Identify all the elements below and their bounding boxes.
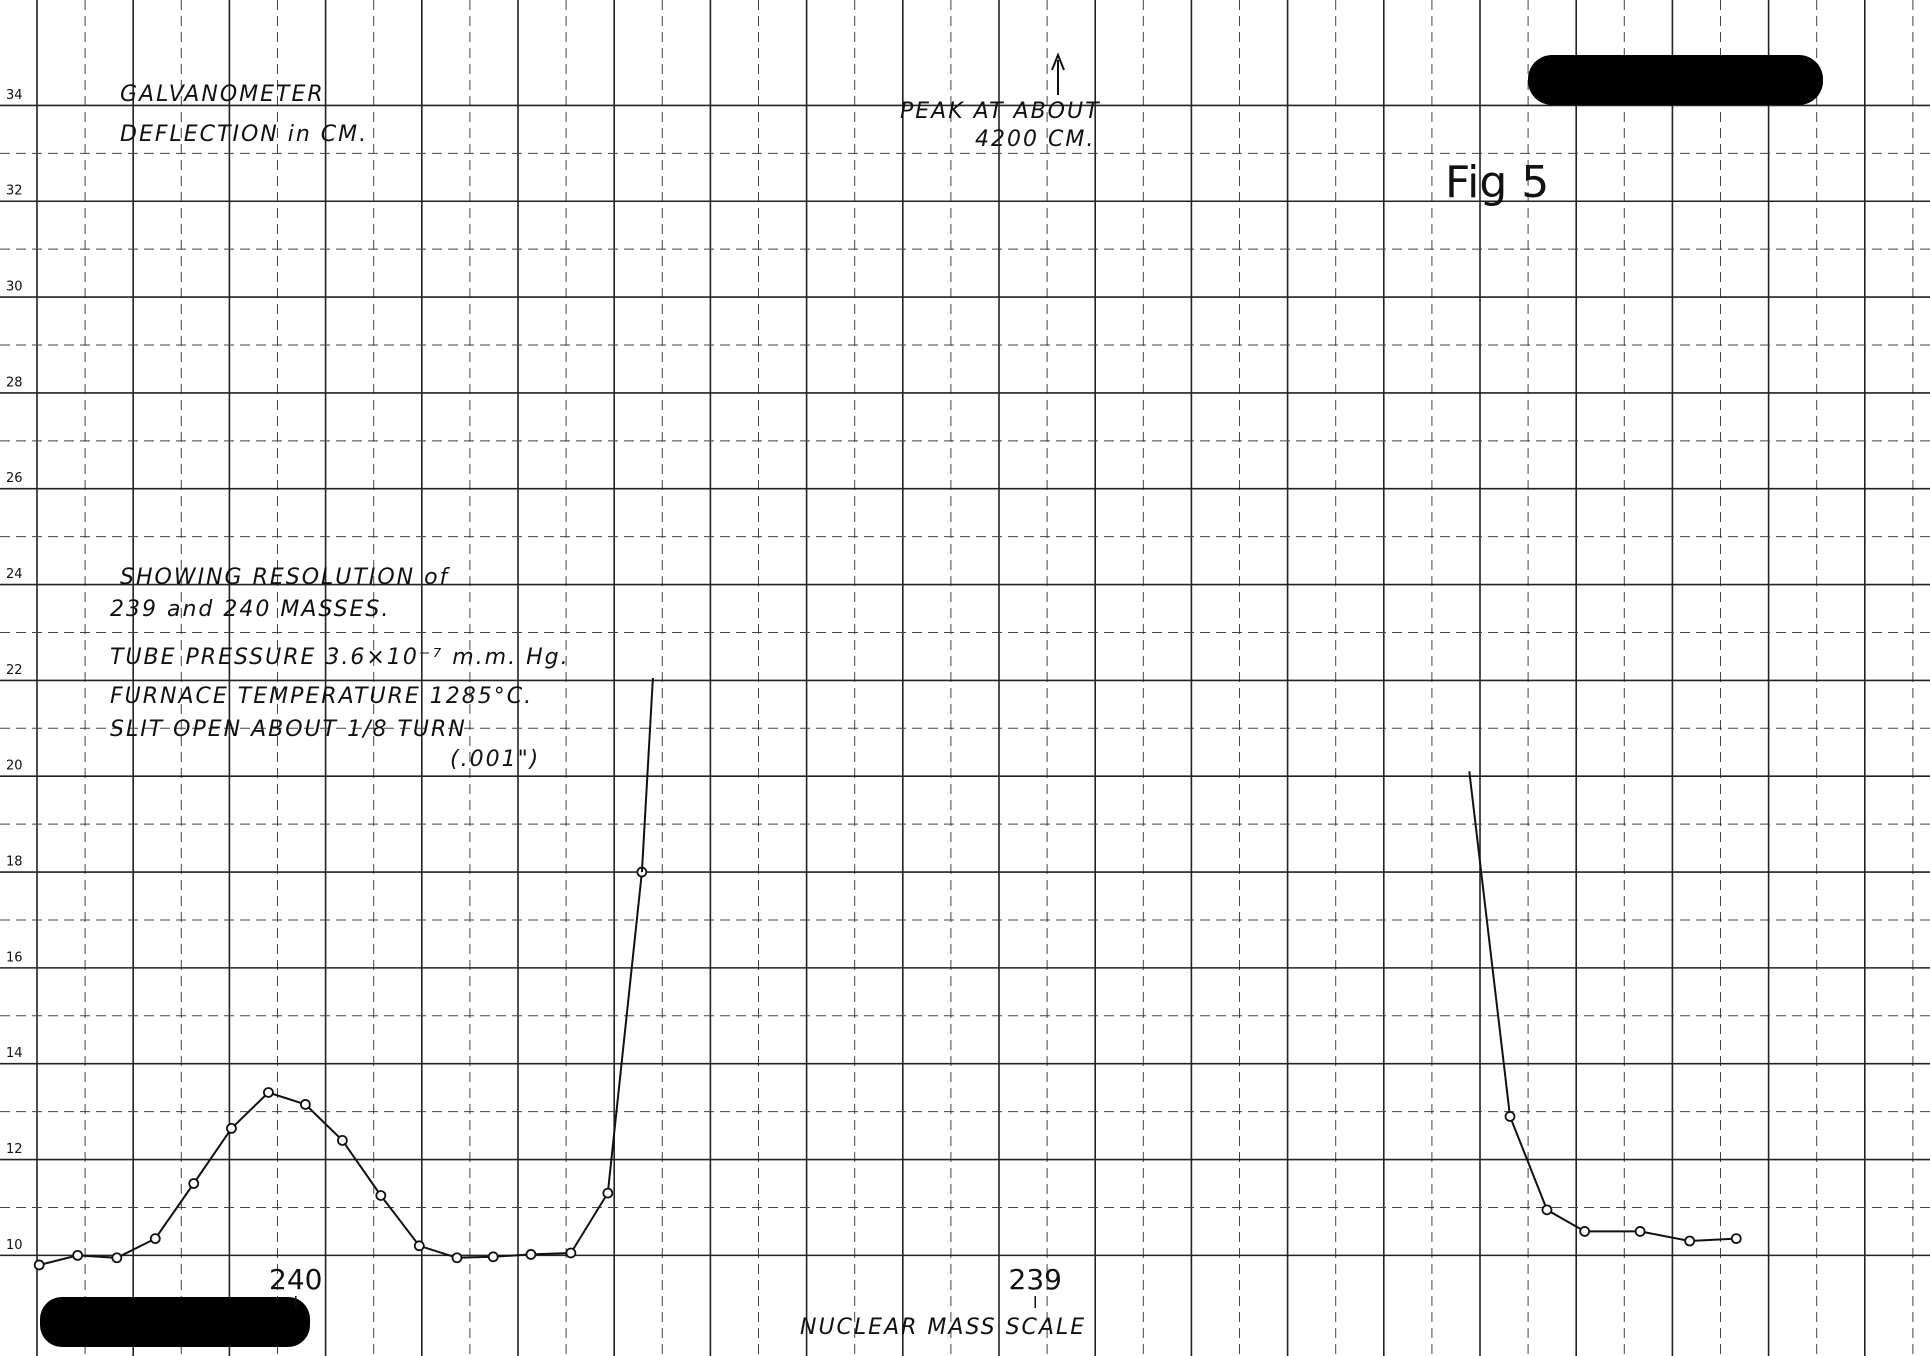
- data-point: [338, 1136, 347, 1145]
- y-tick-label: 16: [6, 950, 23, 965]
- annotation: (.001"): [450, 747, 540, 772]
- y-tick-label: 12: [6, 1142, 23, 1157]
- y-tick-label: 10: [6, 1238, 23, 1253]
- plot: [35, 678, 1741, 1269]
- data-point: [151, 1234, 160, 1243]
- redaction: [40, 1297, 310, 1347]
- chart: Fig 5 GALVANOMETER DEFLECTION in CM. NUC…: [0, 0, 1930, 1356]
- data-point: [489, 1252, 498, 1261]
- data-line: [39, 872, 642, 1265]
- data-point: [452, 1253, 461, 1262]
- data-line: [1469, 771, 1510, 1116]
- data-point: [264, 1088, 273, 1097]
- x-axis-label: NUCLEAR MASS SCALE: [800, 1315, 1086, 1340]
- data-point: [301, 1100, 310, 1109]
- annotation: TUBE PRESSURE 3.6×10⁻⁷ m.m. Hg.: [110, 645, 570, 670]
- y-tick-label: 24: [6, 567, 23, 582]
- x-tick-label: 240: [269, 1263, 322, 1296]
- data-point: [189, 1179, 198, 1188]
- y-axis-label: GALVANOMETER: [120, 82, 325, 107]
- annotation: SLIT OPEN ABOUT 1/8 TURN: [110, 717, 467, 742]
- annotation: SHOWING RESOLUTION of: [120, 565, 451, 590]
- y-tick-label: 28: [6, 375, 23, 390]
- data-point: [1542, 1205, 1551, 1214]
- y-tick-label: 26: [6, 471, 23, 486]
- y-tick-label: 18: [6, 855, 23, 870]
- data-point: [227, 1124, 236, 1133]
- data-point: [526, 1250, 535, 1259]
- data-point: [1732, 1234, 1741, 1243]
- notes: SHOWING RESOLUTION of 239 and 240 MASSES…: [110, 565, 570, 772]
- data-point: [1685, 1237, 1694, 1246]
- data-point: [1505, 1112, 1514, 1121]
- y-tick-label: 14: [6, 1046, 23, 1061]
- grid: [0, 0, 1930, 1356]
- annotation: 4200 CM.: [975, 127, 1095, 152]
- data-point: [415, 1241, 424, 1250]
- data-point: [112, 1253, 121, 1262]
- page: {"chart_data": { "type": "line", "title"…: [0, 0, 1930, 1356]
- y-tick-label: 20: [6, 759, 23, 774]
- annotation: FURNACE TEMPERATURE 1285°C.: [110, 684, 533, 709]
- annotation: PEAK AT ABOUT: [900, 99, 1101, 124]
- y-tick-label: 34: [6, 88, 23, 103]
- data-point: [73, 1251, 82, 1260]
- data-point: [603, 1189, 612, 1198]
- data-point: [1580, 1227, 1589, 1236]
- data-point: [1636, 1227, 1645, 1236]
- data-line: [642, 678, 653, 872]
- y-axis-label: DEFLECTION in CM.: [120, 122, 368, 147]
- data-line: [1510, 1116, 1736, 1241]
- redaction: [1528, 55, 1823, 105]
- data-point: [376, 1191, 385, 1200]
- chart-title: Fig 5: [1445, 157, 1549, 208]
- y-tick-label: 30: [6, 280, 23, 295]
- data-point: [35, 1260, 44, 1269]
- x-tick-label: 239: [1009, 1263, 1062, 1296]
- data-point: [566, 1248, 575, 1257]
- y-tick-label: 32: [6, 184, 23, 199]
- y-tick-label: 22: [6, 663, 23, 678]
- annotation: 239 and 240 MASSES.: [110, 597, 390, 622]
